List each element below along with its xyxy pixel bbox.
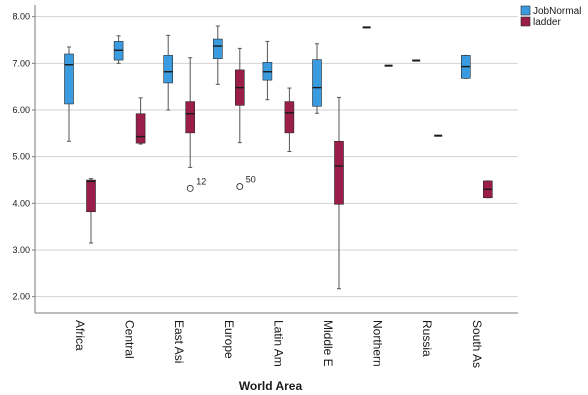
iqr-box: [213, 38, 223, 59]
iqr-box: [334, 140, 344, 205]
box-jobnormal-middle-e: [312, 43, 322, 114]
axes: [32, 5, 518, 314]
y-tick-label: 3.00: [12, 245, 30, 255]
legend-label: JobNormal: [533, 6, 581, 17]
box-jobnormal-europe: [213, 25, 223, 85]
legend-swatch: [520, 16, 531, 27]
box-ladder-latin-am: [284, 87, 295, 153]
x-axis-title: World Area: [239, 379, 303, 393]
box-jobnormal-south-as: [460, 54, 471, 79]
axis-labels: 2.00 3.00 4.00 5.00 6.00 7.00 8.00 Africa Centra…: [12, 12, 483, 393]
x-category-label: Africa: [73, 320, 87, 351]
y-tick-label: 5.00: [12, 152, 30, 162]
boxes: [64, 25, 493, 290]
outlier-label: 12: [196, 176, 206, 186]
iqr-box: [86, 179, 96, 213]
outlier-point: [186, 184, 194, 192]
iqr-box: [135, 113, 146, 144]
box-ladder-europe: [235, 47, 245, 144]
outlier-point: [236, 183, 244, 190]
x-category-label: Russia: [420, 320, 434, 357]
iqr-box: [312, 59, 322, 107]
box-ladder-central: [135, 97, 146, 145]
box-jobnormal-africa: [64, 46, 74, 142]
y-tick-label: 6.00: [12, 105, 30, 115]
x-category-label: Europe: [222, 320, 236, 359]
box-jobnormal-central: [113, 35, 124, 64]
iqr-box: [163, 55, 173, 84]
box-ladder-africa: [86, 178, 96, 244]
x-category-label: Northern: [371, 320, 385, 367]
x-category-label: Central: [123, 320, 137, 359]
iqr-box: [185, 101, 195, 134]
y-tick-label: 2.00: [12, 292, 30, 302]
box-ladder-middle-e: [334, 96, 344, 290]
box-jobnormal-east-asi: [163, 34, 173, 111]
outlier-label: 50: [246, 175, 256, 185]
gridlines: [35, 16, 518, 298]
box-ladder-east-asi: [185, 57, 195, 168]
legend-swatch: [520, 5, 531, 16]
box-jobnormal-latin-am: [262, 40, 273, 101]
y-tick-label: 8.00: [12, 12, 30, 22]
legend-item-ladder: ladder: [520, 16, 561, 28]
legend-label: ladder: [533, 17, 561, 28]
y-tick-label: 4.00: [12, 198, 30, 208]
iqr-box: [64, 53, 74, 105]
x-category-label: East Asi: [172, 320, 186, 363]
legend-item-jobnormal: JobNormal: [520, 5, 581, 17]
y-tick-label: 7.00: [12, 58, 30, 68]
x-category-label: Latin Am: [271, 320, 285, 367]
box-ladder-south-as: [482, 180, 493, 199]
x-category-label: Middle E: [321, 320, 335, 367]
x-category-label: South As: [470, 320, 484, 368]
iqr-box: [284, 101, 295, 134]
